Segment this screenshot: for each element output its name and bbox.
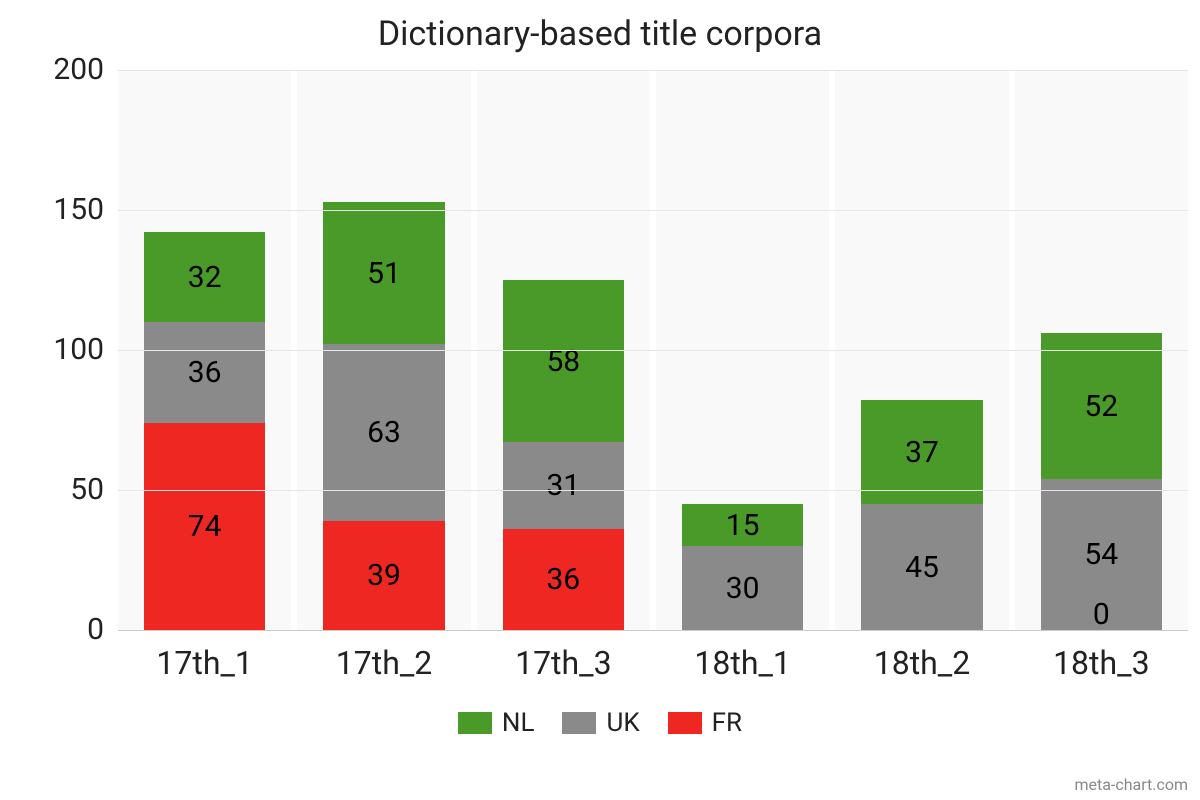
bar-segment-nl: 37 — [861, 400, 982, 504]
y-axis-tick-label: 100 — [10, 332, 104, 367]
bar-segment-nl: 32 — [144, 232, 265, 322]
legend-item-uk: UK — [562, 708, 639, 738]
legend-item-fr: FR — [668, 708, 742, 738]
x-axis-tick-label: 18th_1 — [656, 644, 829, 682]
credit-text: meta-chart.com — [1074, 775, 1188, 794]
x-axis-tick-label: 18th_3 — [1015, 644, 1188, 682]
legend-swatch — [562, 712, 596, 734]
y-axis-tick-label: 50 — [10, 472, 104, 507]
plot-area: 7436323963513631583015453754520 05010015… — [118, 70, 1188, 630]
bar-segment-uk: 63 — [323, 344, 444, 520]
bar-stack: 54520 — [1041, 333, 1162, 630]
bar-stack: 3015 — [682, 504, 803, 630]
stacked-bar-chart: Dictionary-based title corpora 743632396… — [0, 0, 1200, 800]
x-axis-tick-label: 17th_2 — [297, 644, 470, 682]
gridline — [118, 70, 1188, 71]
legend-item-nl: NL — [458, 708, 535, 738]
legend-label: FR — [712, 708, 742, 738]
bar-segment-nl: 58 — [503, 280, 624, 442]
gridline — [118, 490, 1188, 491]
legend-label: UK — [606, 708, 639, 738]
bar-segment-nl: 52 — [1041, 333, 1162, 479]
y-axis-tick-label: 150 — [10, 192, 104, 227]
x-axis-tick-label: 18th_2 — [835, 644, 1008, 682]
x-axis-baseline — [118, 630, 1188, 631]
x-axis-tick-label: 17th_1 — [118, 644, 291, 682]
bar-segment-nl: 15 — [682, 504, 803, 546]
zero-value-label: 0 — [1041, 597, 1162, 632]
legend-swatch — [668, 712, 702, 734]
bar-segment-fr: 39 — [323, 521, 444, 630]
bar-segment-uk: 36 — [144, 322, 265, 423]
bar-stack: 396351 — [323, 202, 444, 630]
bar-segment-uk: 45 — [861, 504, 982, 630]
x-axis-tick-label: 17th_3 — [477, 644, 650, 682]
bar-segment-uk: 31 — [503, 442, 624, 529]
bar-segment-uk: 30 — [682, 546, 803, 630]
bar-stack: 4537 — [861, 400, 982, 630]
gridline — [118, 350, 1188, 351]
gridline — [118, 210, 1188, 211]
legend-label: NL — [502, 708, 535, 738]
bar-segment-nl: 51 — [323, 202, 444, 345]
y-axis-tick-label: 200 — [10, 52, 104, 87]
x-axis-labels: 17th_117th_217th_318th_118th_218th_3 — [118, 644, 1188, 682]
bar-segment-fr: 36 — [503, 529, 624, 630]
chart-title: Dictionary-based title corpora — [0, 0, 1200, 54]
legend-swatch — [458, 712, 492, 734]
y-axis-tick-label: 0 — [10, 612, 104, 647]
bar-stack: 743632 — [144, 232, 265, 630]
bar-segment-fr: 74 — [144, 423, 265, 630]
legend: NL UK FR — [0, 708, 1200, 738]
bar-stack: 363158 — [503, 280, 624, 630]
